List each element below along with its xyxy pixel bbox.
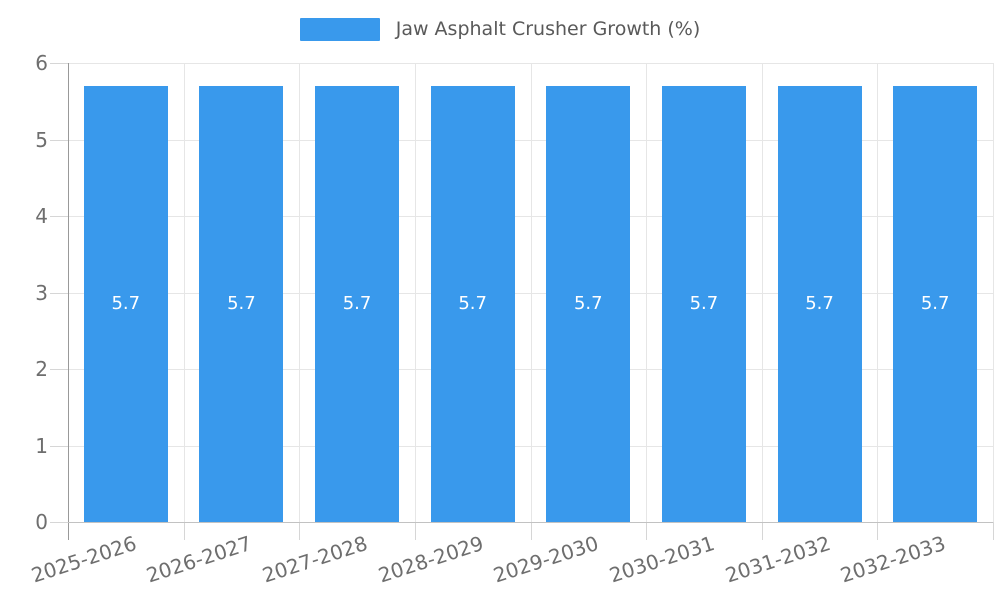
bar-value-label: 5.7 — [111, 292, 141, 314]
bar — [430, 85, 515, 522]
y-tick-label: 6 — [35, 51, 48, 75]
bar — [546, 85, 631, 522]
y-tick-label: 0 — [35, 510, 48, 534]
v-gridline — [530, 63, 532, 522]
y-axis-tick — [50, 522, 68, 523]
bar — [83, 85, 168, 522]
x-axis-tick — [761, 522, 763, 540]
bar — [661, 85, 746, 522]
v-gridline — [761, 63, 763, 522]
v-gridline — [299, 63, 301, 522]
v-gridline — [414, 63, 416, 522]
y-tick-label: 4 — [35, 204, 48, 228]
bar-value-label: 5.7 — [227, 292, 256, 314]
legend-label[interactable]: Jaw Asphalt Crusher Growth (%) — [395, 18, 701, 40]
v-gridline — [646, 63, 648, 522]
y-axis-tick — [50, 139, 68, 141]
y-tick-label: 1 — [35, 433, 48, 458]
x-axis-tick — [183, 522, 185, 540]
v-gridline — [183, 63, 185, 522]
chart-legend[interactable]: Jaw Asphalt Crusher Growth (%) — [0, 18, 1000, 41]
y-axis-tick — [50, 292, 68, 294]
y-axis-line — [68, 63, 69, 540]
y-axis-tick — [50, 369, 68, 370]
x-axis-tick — [414, 522, 416, 540]
x-axis-tick — [299, 522, 301, 540]
bar — [315, 85, 400, 522]
x-axis-line — [68, 522, 993, 523]
y-tick-label: 5 — [35, 127, 48, 152]
bar — [199, 85, 284, 522]
bar-value-label: 5.7 — [689, 292, 719, 314]
y-axis-tick — [50, 216, 68, 217]
y-axis-tick — [50, 63, 68, 64]
v-gridline — [993, 63, 994, 522]
y-tick-label: 2 — [35, 357, 48, 381]
bar-value-label: 5.7 — [573, 292, 603, 314]
bar-value-label: 5.7 — [920, 292, 950, 314]
bar — [893, 85, 978, 522]
bar-value-label: 5.7 — [805, 292, 834, 314]
bar-value-label: 5.7 — [458, 292, 487, 314]
x-axis-tick — [993, 522, 994, 540]
v-gridline — [877, 63, 879, 522]
x-axis-tick — [877, 522, 879, 540]
y-axis-tick — [50, 445, 68, 447]
bar — [777, 85, 862, 522]
x-axis-tick — [646, 522, 648, 540]
legend-swatch-icon[interactable] — [299, 18, 380, 41]
x-axis-tick — [530, 522, 532, 540]
bar-value-label: 5.7 — [342, 292, 372, 314]
y-tick-label: 3 — [35, 280, 48, 305]
